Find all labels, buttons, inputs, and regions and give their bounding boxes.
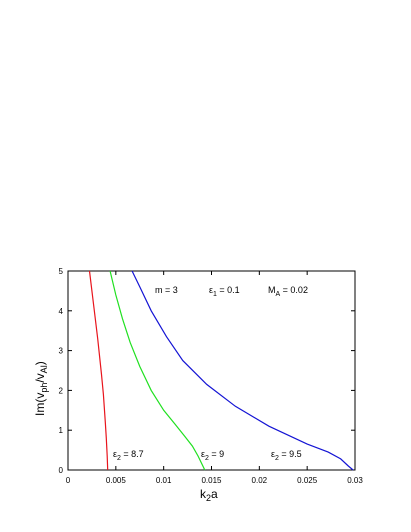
x-tick-labels: 0 0.005 0.01 0.015 0.02 0.025 0.03 (66, 476, 364, 485)
y-tick-label: 4 (59, 307, 64, 316)
x-tick-label: 0 (66, 476, 71, 485)
y-tick-label: 2 (59, 386, 64, 395)
annotation-epsilon1: ε1 = 0.1 (209, 285, 240, 298)
x-tick-label: 0.01 (156, 476, 172, 485)
annotation-mach: MA = 0.02 (268, 285, 308, 298)
y-tick-labels: 0 1 2 3 4 5 (59, 267, 64, 475)
x-tick-label: 0.005 (106, 476, 127, 485)
series-label-eps2-9: ε2 = 9 (201, 449, 224, 462)
series-label-eps2-9-5: ε2 = 9.5 (271, 449, 302, 462)
x-axis-title: k2a (200, 487, 218, 503)
y-tick-label: 0 (59, 466, 64, 475)
series-line-eps2-8-7 (88, 270, 109, 471)
series-line-eps2-9-5 (131, 270, 354, 471)
y-tick-label: 1 (59, 426, 64, 435)
series-lines (88, 270, 354, 471)
x-tick-label: 0.02 (252, 476, 268, 485)
annotation-m: m = 3 (155, 285, 178, 295)
series-label-eps2-8-7: ε2 = 8.7 (113, 449, 144, 462)
x-tick-label: 0.025 (297, 476, 318, 485)
series-line-eps2-9 (109, 270, 206, 471)
axis-ticks (67, 270, 356, 471)
x-tick-label: 0.03 (347, 476, 363, 485)
y-axis-title: Im(vph/vAl) (33, 361, 49, 416)
plot-frame (67, 270, 356, 471)
y-tick-label: 5 (59, 267, 64, 276)
x-tick-label: 0.015 (201, 476, 222, 485)
y-tick-label: 3 (59, 347, 64, 356)
